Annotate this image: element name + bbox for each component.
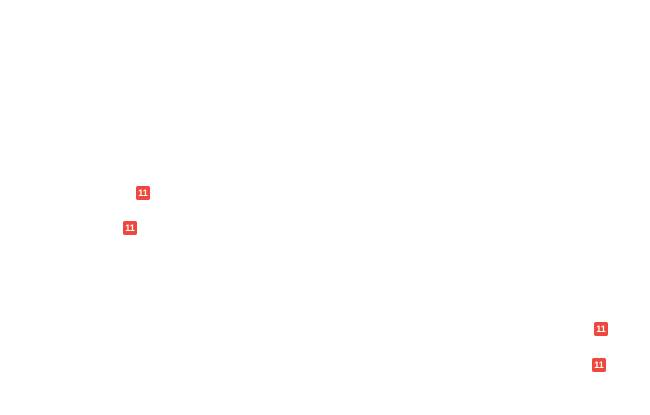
- count-badge[interactable]: 11: [123, 221, 137, 235]
- count-badge[interactable]: 11: [592, 358, 606, 372]
- count-badge[interactable]: 11: [136, 186, 150, 200]
- count-badge[interactable]: 11: [594, 322, 608, 336]
